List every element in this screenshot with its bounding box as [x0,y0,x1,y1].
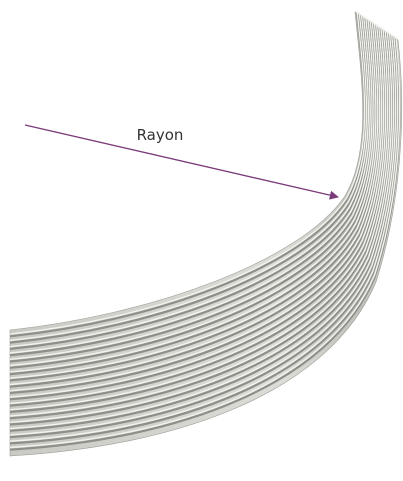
ridge [9,11,366,335]
ridge [9,33,397,436]
ridge [9,34,399,442]
ridge [9,13,370,348]
ridge [9,23,383,392]
ridge [9,15,371,354]
ridge [9,18,375,367]
corrugations [9,11,401,451]
sheet [9,11,402,457]
ridge [9,26,387,405]
ridge [9,16,373,360]
ridge [9,27,389,411]
ridge [9,32,395,430]
arrow [24,124,339,200]
ridge [9,20,379,379]
ridge [9,12,368,342]
ridge [9,36,401,449]
label: Rayon [137,126,184,144]
ridge [9,30,393,423]
ridge [9,22,381,386]
ridge [9,29,391,417]
ridge [9,19,377,373]
ridge [9,25,385,398]
